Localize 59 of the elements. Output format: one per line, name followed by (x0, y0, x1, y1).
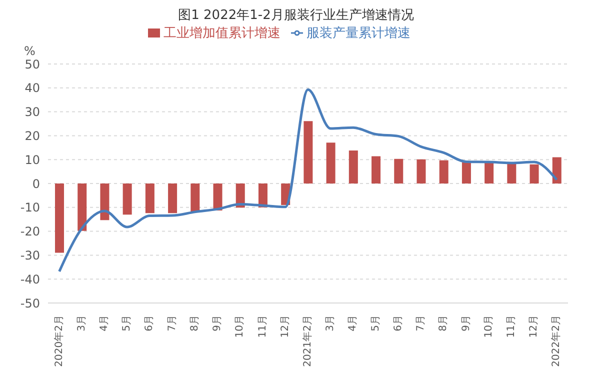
bar (78, 184, 87, 231)
x-tick-label: 2021年2月 (302, 315, 314, 367)
y-axis-title: % (24, 44, 36, 58)
x-tick-label: 8月 (438, 315, 450, 332)
x-tick-label: 10月 (483, 315, 494, 338)
bar (55, 184, 64, 253)
bar (348, 150, 358, 184)
bar (100, 184, 110, 220)
y-tick-label: -20 (20, 224, 40, 239)
x-tick-label: 3月 (325, 315, 336, 332)
y-tick-label: 50 (24, 57, 40, 72)
x-tick-label: 4月 (99, 315, 110, 332)
bar (530, 164, 539, 184)
x-tick-label: 11月 (506, 315, 517, 338)
y-tick-label: 30 (24, 105, 40, 120)
x-tick-label: 8月 (189, 315, 200, 332)
bar (462, 162, 471, 184)
x-tick-label: 12月 (528, 315, 540, 338)
y-tick-label: -40 (20, 272, 40, 286)
bar (122, 184, 132, 215)
x-tick-label: 6月 (144, 315, 156, 332)
bar (168, 184, 178, 214)
line-series (58, 88, 558, 273)
bar (145, 184, 154, 214)
bar (326, 142, 336, 184)
chart-title: 图1 2022年1-2月服装行业生产增速情况 (177, 7, 415, 24)
x-tick-label: 12月 (280, 315, 291, 338)
legend-label: 工业增加值累计增速 (164, 26, 280, 41)
y-tick-label: -50 (20, 296, 40, 310)
x-tick-label: 9月 (212, 315, 224, 332)
y-tick-label: 40 (24, 81, 40, 96)
bar (213, 184, 222, 211)
bar (552, 157, 562, 184)
bar (304, 121, 313, 184)
x-tick-label: 5月 (370, 315, 382, 332)
x-tick-label: 5月 (122, 315, 133, 332)
bar (507, 164, 516, 184)
bar (372, 156, 381, 184)
x-tick-label: 7月 (416, 315, 427, 332)
y-tick-label: -10 (20, 200, 40, 215)
bar (190, 184, 200, 212)
bar (484, 162, 494, 184)
x-tick-label: 11月 (257, 315, 268, 338)
x-tick-label: 3月 (76, 315, 88, 332)
x-tick-label: 10月 (234, 315, 246, 338)
bar (416, 159, 426, 184)
x-tick-label: 4月 (348, 315, 359, 332)
x-tick-label: 6月 (392, 315, 404, 332)
x-tick-label: 7月 (166, 315, 178, 332)
y-tick-label: 10 (24, 152, 40, 167)
legend-label: 服装产量累计增速 (306, 26, 410, 41)
y-tick-label: 0 (32, 176, 40, 191)
y-tick-label: -30 (20, 248, 40, 262)
y-tick-label: 20 (24, 128, 40, 143)
bar (394, 158, 404, 184)
bar (439, 160, 448, 184)
x-tick-label: 2020年2月 (52, 315, 65, 367)
x-tick-label: 9月 (460, 315, 472, 332)
x-tick-label: 2022年2月 (550, 315, 562, 367)
